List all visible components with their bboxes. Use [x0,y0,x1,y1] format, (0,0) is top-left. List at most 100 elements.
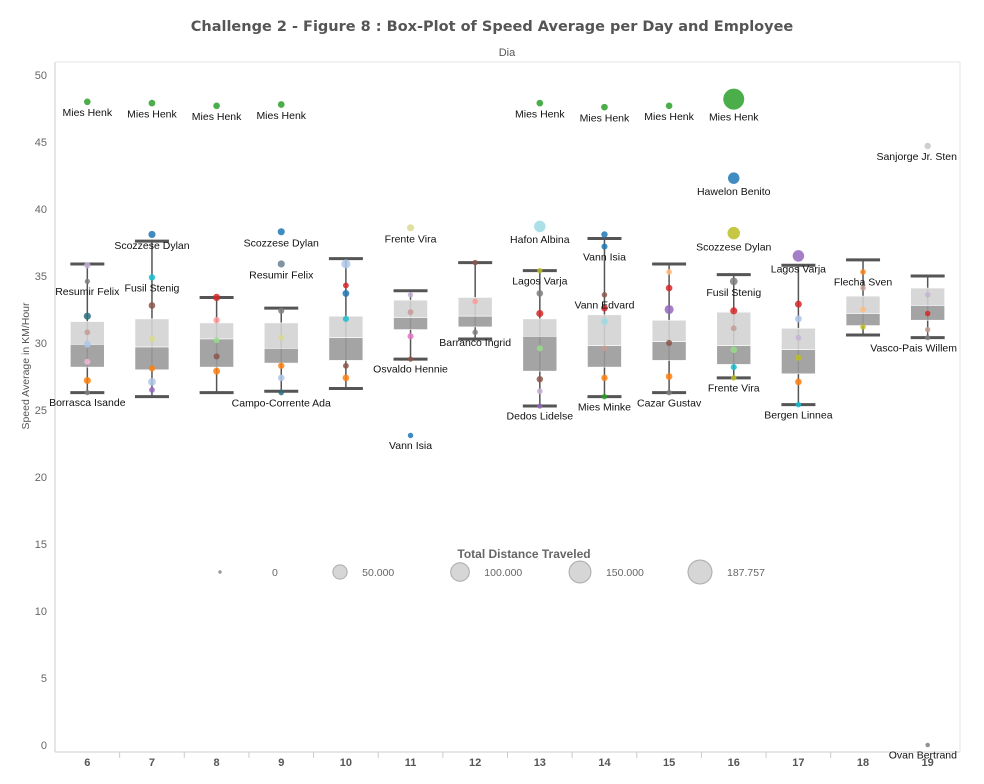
data-point [148,377,156,386]
data-point [665,284,673,292]
point-labels: Mies Henk Resumir Felix Borrasca Isande Mie… [49,107,957,761]
data-point [213,317,220,324]
box-plot-11 [393,289,428,361]
data-point [213,337,220,344]
data-point [342,374,350,382]
y-tick-label: 30 [35,338,47,350]
y-tick-label: 10 [35,606,47,618]
point-label: Mies Henk [192,111,242,123]
box-plot-10 [328,257,364,391]
labeled-point [277,228,285,236]
x-tick-label: 6 [84,757,90,769]
data-point [342,289,350,297]
point-label: Hawelon Benito [697,186,771,198]
plot-frame [54,61,961,758]
y-axis-label: Speed Average in KM/Hour [20,302,32,430]
data-point [278,334,285,341]
data-point [601,318,608,326]
data-point [601,374,608,382]
data-point [730,364,737,371]
legend-label: 50.000 [362,567,394,579]
data-point [536,388,543,395]
box-upper [134,318,170,348]
labeled-point [792,250,805,262]
y-tick-label: 20 [35,472,47,484]
x-tick-label: 16 [728,757,740,769]
data-point [472,259,478,266]
data-point [407,292,414,298]
labeled-point [727,172,740,184]
box-lower [457,315,493,328]
data-point [601,231,608,238]
point-label: Mies Minke [578,401,631,413]
data-point [664,304,674,315]
box-lower [522,335,558,372]
labeled-point [83,98,91,106]
point-label: Frente Vira [708,383,760,395]
data-point [277,374,285,382]
box-plot-12 [457,261,493,341]
labeled-point [925,742,930,748]
data-point [83,340,91,348]
point-label: Barranco Ingrid [439,337,511,349]
labeled-point [860,269,866,275]
data-point [278,362,285,369]
point-label: Mies Henk [709,112,759,124]
size-legend: Total Distance Traveled 0 50.000 100.000 15… [218,547,765,585]
data-point [730,346,738,354]
data-point [601,345,608,352]
legend-label: 100.000 [484,567,522,579]
labeled-point [277,101,285,108]
data-point [730,325,737,332]
data-point [84,262,91,269]
labeled-point [278,389,284,396]
legend-label: 187.757 [727,567,765,579]
x-tick-label: 9 [278,757,284,769]
y-tick-label: 5 [41,673,47,685]
data-point [342,362,349,369]
x-tick-label: 17 [792,757,804,769]
box-plot-13 [522,269,558,408]
point-label: Mies Henk [63,107,113,119]
labeled-point [148,99,156,107]
labeled-point [277,260,285,268]
box-lower [781,349,816,375]
labeled-point [472,329,478,336]
x-tick-label: 19 [922,757,934,769]
point-label: Vann Edvard [574,299,634,311]
data-point [148,365,156,372]
legend-swatch [687,559,713,585]
x-axis-ticks: 6 7 8 9 10 11 12 13 14 15 16 17 18 19 [84,757,934,769]
data-point [924,292,931,298]
y-tick-label: 15 [35,539,47,551]
labeled-point [729,277,738,286]
point-label: Ovan Bertrand [889,749,957,761]
data-point [860,306,866,313]
point-label: Mies Henk [644,111,694,123]
legend-swatch [450,562,470,582]
data-point [83,376,91,385]
labeled-point [407,356,414,362]
box-lower [199,338,234,368]
y-tick-label: 35 [35,271,47,283]
x-tick-label: 12 [469,757,481,769]
point-label: Mies Henk [515,108,565,120]
data-point [213,367,221,375]
labeled-point [924,142,931,150]
x-tick-label: 7 [149,757,155,769]
x-tick-label: 13 [534,757,546,769]
data-point [149,386,155,393]
data-point [213,353,220,360]
labeled-point [148,274,156,281]
point-label: Frente Vira [385,233,437,245]
box-lower [393,317,428,330]
point-label: Sanjorge Jr. Sten [876,151,957,163]
legend-label: 150.000 [606,567,644,579]
labeled-point [84,278,90,284]
point-label: Campo-Corrente Ada [232,397,331,409]
labeled-point [601,292,608,298]
data-point [795,378,802,386]
data-points [83,88,931,748]
y-tick-label: 0 [41,740,47,752]
